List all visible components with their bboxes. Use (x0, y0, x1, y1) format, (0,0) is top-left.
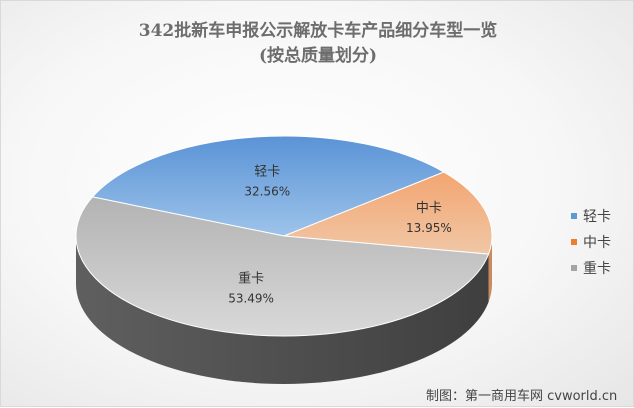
source-credit: 制图：第一商用车网 cvworld.cn (426, 389, 618, 404)
chart-subtitle: (按总质量划分) (258, 46, 378, 66)
pie-slice-中卡 (283, 171, 493, 255)
data-labels: 轻卡 32.56% 中卡 13.95% 重卡 53.49% (228, 165, 452, 306)
legend-item: 中卡 (571, 229, 611, 255)
legend-label: 轻卡 (583, 209, 611, 225)
legend-label: 中卡 (583, 235, 611, 251)
data-label-category: 轻卡 (254, 165, 280, 180)
data-label-category: 中卡 (416, 201, 442, 216)
data-label-value: 32.56% (244, 185, 290, 199)
legend-item: 轻卡 (571, 203, 611, 229)
pie-side-重卡 (76, 236, 489, 385)
legend-swatch (571, 265, 577, 271)
pie-slice-重卡 (75, 196, 490, 337)
data-label-value: 53.49% (228, 292, 274, 306)
chart-title: 342批新车申报公示解放卡车产品细分车型一览 (138, 21, 498, 41)
legend-label: 重卡 (583, 261, 611, 277)
legend-swatch (571, 239, 577, 245)
legend-swatch (571, 213, 577, 219)
data-label-value: 13.95% (406, 221, 452, 235)
legend: 轻卡 中卡 重卡 (571, 203, 611, 281)
pie-slices (75, 135, 493, 337)
data-label-category: 重卡 (238, 271, 264, 287)
pie-slice-轻卡 (91, 135, 445, 237)
legend-item: 重卡 (571, 255, 611, 281)
